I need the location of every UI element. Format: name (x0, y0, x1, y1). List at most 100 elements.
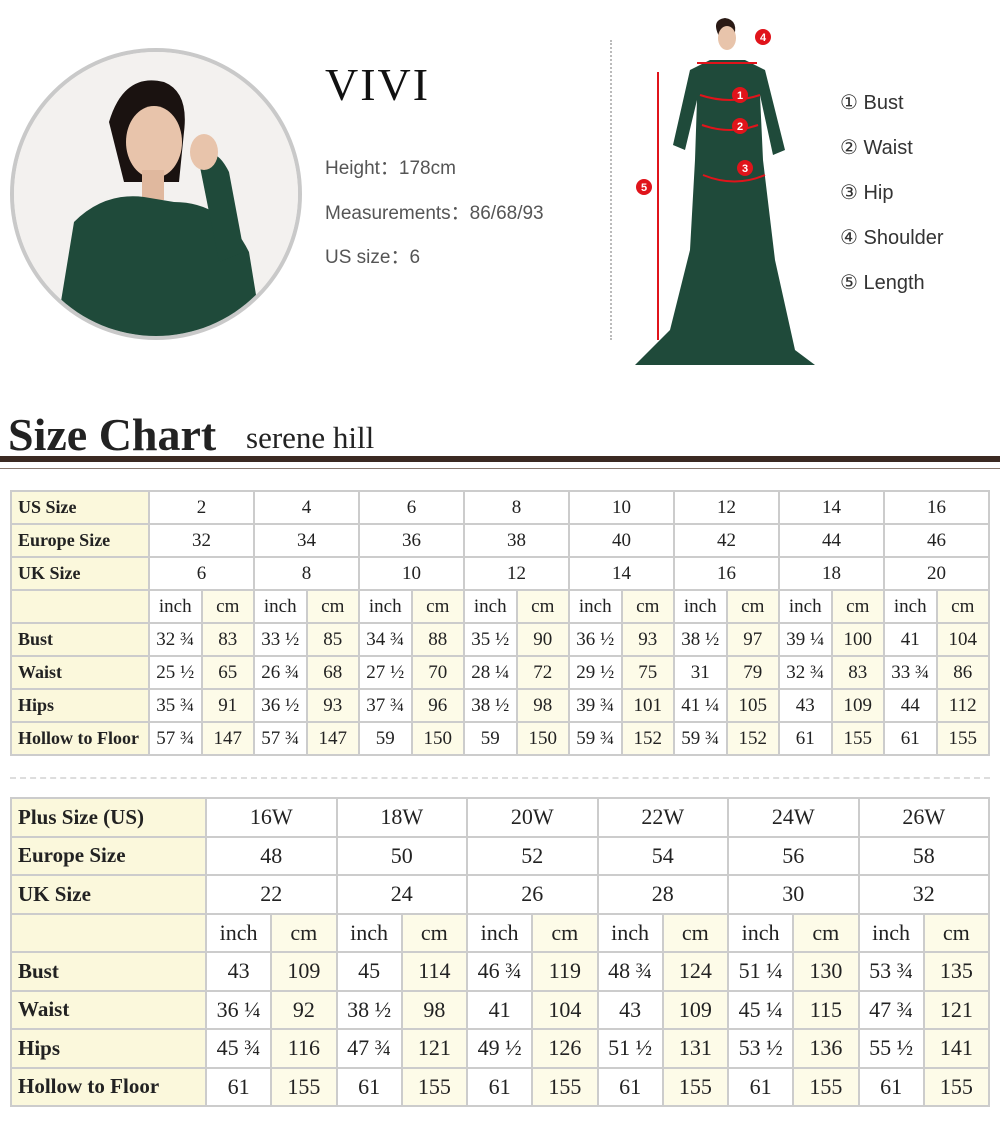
measure-row: Hollow to Floor 57 ¾ 147 57 ¾ 147 59 150 59 150 5… (10, 721, 990, 756)
cm-cell: 86 (935, 655, 990, 690)
size-cell: 40 (568, 523, 675, 558)
size-cell: 54 (596, 835, 729, 876)
inch-cell: 33 ¾ (883, 655, 938, 690)
cm-cell: 124 (661, 951, 730, 992)
model-height: Height：178cm (325, 158, 456, 179)
cm-cell: 79 (725, 655, 780, 690)
cm-cell: 147 (200, 721, 255, 756)
measure-row: Hips 45 ¾ 116 47 ¾ 121 49 ½ 126 51 ½ 131 53 ½ 136 5… (10, 1028, 991, 1069)
cm-cell: 92 (270, 989, 338, 1030)
unit-label-blank (10, 912, 207, 953)
measure-row: Waist 25 ½ 65 26 ¾ 68 27 ½ 70 28 ¼ 72 29 ½ 75 31 79 3… (10, 655, 990, 690)
divider (610, 40, 612, 340)
inch-cell: 33 ½ (253, 622, 308, 657)
size-cell: 6 (358, 490, 465, 525)
size-cell: 12 (463, 556, 570, 591)
cm-cell: 121 (922, 989, 991, 1030)
cm-cell: 83 (830, 655, 885, 690)
cm-cell: 155 (661, 1066, 730, 1107)
inch-cell: 31 (673, 655, 728, 690)
measurement-figure: 4 1 2 3 5 (635, 18, 815, 365)
cm-cell: 155 (270, 1066, 338, 1107)
cm-cell: 136 (792, 1028, 860, 1069)
inch-cell: 32 ¾ (778, 655, 833, 690)
cm-cell: 68 (305, 655, 360, 690)
unit-cm: cm (922, 912, 991, 953)
unit-cm: cm (400, 912, 469, 953)
inch-cell: 61 (883, 721, 938, 756)
row-label: Europe Size (10, 835, 207, 876)
inch-cell: 44 (883, 688, 938, 723)
cm-cell: 152 (725, 721, 780, 756)
size-cell: 16W (205, 797, 338, 838)
inch-cell: 26 ¾ (253, 655, 308, 690)
marker-4: 4 (760, 32, 767, 44)
marker-2: 2 (737, 121, 743, 133)
inch-cell: 53 ½ (726, 1028, 795, 1069)
unit-cm: cm (200, 589, 255, 624)
unit-inch: inch (778, 589, 833, 624)
unit-row: inch cm inch cm inch cm inch cm inch cm inch cm inch… (10, 589, 990, 624)
marker-3: 3 (742, 163, 748, 175)
inch-cell: 46 ¾ (465, 951, 534, 992)
inch-cell: 43 (778, 688, 833, 723)
size-cell: 4 (253, 490, 360, 525)
model-name: VIVI (325, 59, 431, 110)
unit-inch: inch (857, 912, 925, 953)
inch-cell: 35 ¾ (148, 688, 203, 723)
legend-waist: ② Waist (840, 137, 913, 159)
cm-cell: 97 (725, 622, 780, 657)
inch-cell: 38 ½ (335, 989, 403, 1030)
unit-cm: cm (830, 589, 885, 624)
inch-cell: 47 ¾ (857, 989, 925, 1030)
cm-cell: 131 (661, 1028, 730, 1069)
unit-cm: cm (515, 589, 570, 624)
inch-cell: 61 (335, 1066, 403, 1107)
cm-cell: 155 (400, 1066, 469, 1107)
size-cell: 30 (727, 874, 860, 915)
size-cell: 18 (778, 556, 885, 591)
unit-inch: inch (568, 589, 623, 624)
inch-cell: 45 (335, 951, 403, 992)
marker-5: 5 (641, 182, 647, 194)
inch-cell: 41 ¼ (673, 688, 728, 723)
row-label: Waist (10, 989, 207, 1030)
cm-cell: 155 (830, 721, 885, 756)
model-us-size: US size：6 (325, 247, 421, 268)
inch-cell: 41 (465, 989, 534, 1030)
inch-cell: 57 ¾ (148, 721, 203, 756)
unit-inch: inch (673, 589, 728, 624)
cm-cell: 104 (935, 622, 990, 657)
cm-cell: 114 (400, 951, 469, 992)
row-label: Bust (10, 622, 150, 657)
size-cell: 8 (463, 490, 570, 525)
cm-cell: 105 (725, 688, 780, 723)
inch-cell: 45 ¼ (726, 989, 795, 1030)
row-label: Hips (10, 1028, 207, 1069)
unit-inch: inch (463, 589, 518, 624)
size-cell: 24 (335, 874, 468, 915)
inch-cell: 57 ¾ (253, 721, 308, 756)
inch-cell: 61 (778, 721, 833, 756)
size-cell: 14 (778, 490, 885, 525)
size-cell: 56 (727, 835, 860, 876)
inch-cell: 48 ¾ (596, 951, 664, 992)
inch-cell: 34 ¾ (358, 622, 413, 657)
inch-cell: 59 ¾ (568, 721, 623, 756)
size-cell: 20 (883, 556, 990, 591)
unit-cm: cm (792, 912, 860, 953)
size-cell: 48 (205, 835, 338, 876)
size-cell: 14 (568, 556, 675, 591)
inch-cell: 32 ¾ (148, 622, 203, 657)
size-cell: 20W (466, 797, 599, 838)
inch-cell: 61 (596, 1066, 664, 1107)
unit-cm: cm (661, 912, 730, 953)
size-cell: 32 (857, 874, 990, 915)
inch-cell: 29 ½ (568, 655, 623, 690)
inch-cell: 38 ½ (463, 688, 518, 723)
inch-cell: 51 ¼ (726, 951, 795, 992)
unit-inch: inch (253, 589, 308, 624)
unit-inch: inch (726, 912, 795, 953)
row-label: UK Size (10, 874, 207, 915)
model-portrait-image (14, 52, 298, 336)
